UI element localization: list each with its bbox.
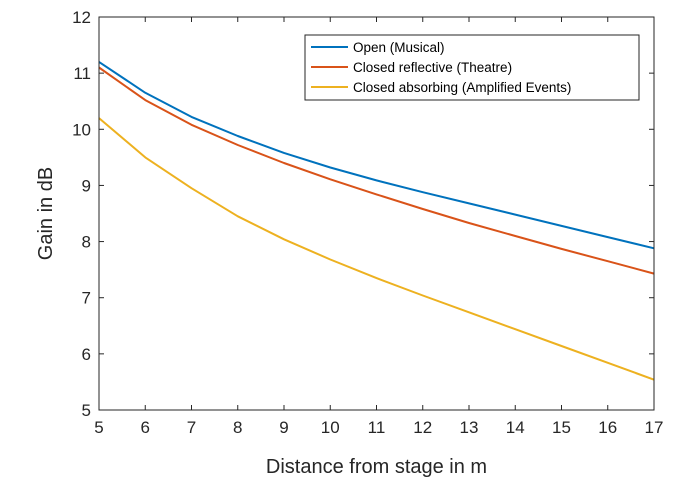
axis-ticks: 5 6 7 8 9 10 11 12 13 14 15 16 17 5 6 7 8 9 10 11 12: [72, 8, 663, 437]
series-lines: [98, 61, 655, 381]
x-tick-label: 17: [645, 418, 664, 437]
x-tick-label: 6: [141, 418, 150, 437]
x-tick-label: 14: [506, 418, 525, 437]
x-axis-label: Distance from stage in m: [266, 456, 487, 478]
x-tick-label: 8: [233, 418, 242, 437]
x-tick-label: 12: [413, 418, 432, 437]
y-tick-label: 10: [72, 120, 91, 139]
y-tick-label: 7: [82, 289, 91, 308]
y-tick-label: 5: [82, 401, 91, 420]
x-tick-label: 5: [94, 418, 103, 437]
x-tick-label: 16: [598, 418, 617, 437]
y-tick-label: 12: [72, 8, 91, 27]
x-tick-label: 11: [368, 418, 386, 437]
series-line-1: [98, 61, 655, 250]
legend-entry-1: Open (Musical): [353, 40, 445, 55]
x-tick-label: 15: [552, 418, 571, 437]
legend-entry-2: Closed reflective (Theatre): [353, 60, 512, 75]
x-tick-label: 7: [187, 418, 196, 437]
series-line-3: [98, 117, 655, 381]
y-tick-label: 11: [73, 64, 91, 83]
series-line-2: [98, 66, 655, 275]
legend-entry-3: Closed absorbing (Amplified Events): [353, 80, 571, 95]
y-tick-label: 8: [82, 233, 91, 252]
y-tick-label: 6: [82, 345, 91, 364]
legend: Open (Musical) Closed reflective (Theatre…: [304, 34, 640, 101]
legend-box: [304, 34, 640, 101]
x-tick-label: 13: [460, 418, 479, 437]
x-tick-label: 9: [279, 418, 288, 437]
y-axis-label: Gain in dB: [35, 167, 57, 260]
x-tick-label: 10: [321, 418, 340, 437]
y-tick-label: 9: [82, 176, 91, 195]
